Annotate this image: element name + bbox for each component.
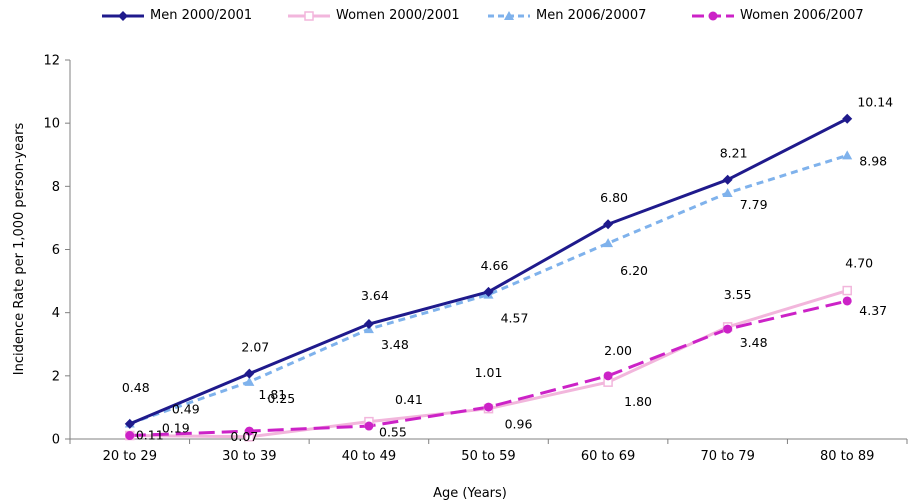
data-point-marker: [842, 296, 852, 306]
series-line: [129, 289, 848, 439]
data-point-marker: [842, 150, 853, 160]
data-label: 4.57: [501, 311, 529, 326]
chart-axes: 0 2 4 6 8 10 12 20 to 29 30 to 39 40 to 49 50 to 5…: [43, 54, 908, 464]
data-label: 0.48: [122, 380, 150, 395]
legend-swatch-women-2006: [692, 11, 734, 20]
y-tick-label: 2: [52, 369, 60, 384]
x-tick-label: 60 to 69: [581, 449, 635, 464]
data-point-marker: [842, 113, 853, 124]
data-point-marker: [603, 371, 613, 381]
data-label: 2.07: [241, 340, 269, 355]
data-label: 0.96: [505, 417, 533, 432]
data-label: 4.66: [481, 258, 509, 273]
legend-swatch-men-2000: [102, 10, 144, 21]
data-point-marker: [364, 421, 374, 431]
x-tick-label: 30 to 39: [222, 449, 276, 464]
data-point-marker: [244, 368, 255, 379]
data-label: 10.14: [857, 95, 893, 110]
series-lines: [129, 117, 848, 439]
data-label: 6.20: [620, 263, 648, 278]
data-point-marker: [723, 324, 733, 334]
data-label: 1.81: [258, 387, 286, 402]
x-tick-label: 40 to 49: [342, 449, 396, 464]
x-tick-label: 70 to 79: [700, 449, 754, 464]
x-axis-title: Age (Years): [433, 486, 507, 501]
legend-item-men-2006: Men 2006/20007: [486, 8, 646, 23]
data-label: 0.49: [172, 402, 200, 417]
legend-label-women-2006: Women 2006/2007: [740, 8, 864, 23]
data-label: 0.41: [395, 392, 423, 407]
data-label: 4.70: [845, 256, 873, 271]
data-point-marker: [603, 219, 614, 230]
data-label: 0.55: [379, 425, 407, 440]
data-point-marker: [125, 431, 135, 441]
data-point-marker: [603, 238, 614, 248]
data-point-marker: [484, 402, 493, 412]
y-tick-label: 4: [52, 306, 60, 321]
y-tick-label: 6: [52, 243, 60, 258]
data-label: 8.98: [859, 153, 887, 168]
legend-label-women-2000: Women 2000/2001: [336, 8, 460, 23]
data-point-marker: [842, 285, 852, 296]
data-point-marker: [722, 174, 733, 185]
data-point-marker: [244, 376, 255, 386]
data-label: 0.19: [162, 421, 190, 436]
y-axis-title: Incidence Rate per 1,000 person-years: [12, 123, 27, 376]
data-label: 1.80: [624, 394, 652, 409]
legend-label-men-2006: Men 2006/20007: [536, 8, 647, 23]
data-label: 2.00: [604, 343, 632, 358]
y-tick-label: 8: [52, 180, 60, 195]
x-tick-label: 80 to 89: [820, 449, 874, 464]
data-label: 4.37: [859, 303, 887, 318]
data-label: 0.25: [267, 391, 295, 406]
data-label: 3.55: [724, 287, 752, 302]
data-point-marker: [124, 418, 135, 429]
series-markers: [124, 113, 853, 442]
x-tick-label: 50 to 59: [461, 449, 515, 464]
legend-item-men-2000: Men 2000/2001: [100, 8, 252, 23]
data-point-marker: [722, 187, 733, 197]
data-label: 0.07: [230, 429, 258, 444]
chart-legend: Men 2000/2001 Women 2000/2001 Men 2006/2…: [0, 8, 909, 28]
data-point-marker: [483, 286, 494, 297]
y-tick-label: 0: [52, 433, 60, 448]
y-tick-label: 12: [43, 54, 60, 69]
legend-swatch-women-2000: [288, 10, 330, 21]
data-label: 3.48: [740, 335, 768, 350]
data-label: 3.48: [381, 337, 409, 352]
x-tick-label: 20 to 29: [103, 449, 157, 464]
data-point-marker: [244, 426, 254, 436]
data-label: 8.21: [720, 146, 748, 161]
legend-item-women-2006: Women 2006/2007: [690, 8, 864, 23]
legend-item-women-2000: Women 2000/2001: [286, 8, 460, 23]
legend-label-men-2000: Men 2000/2001: [150, 8, 253, 23]
legend-swatch-men-2006: [488, 10, 530, 20]
y-tick-label: 10: [43, 117, 60, 132]
data-label: 3.64: [361, 288, 389, 303]
data-label: 1.01: [475, 365, 503, 380]
data-label: 7.79: [740, 197, 768, 212]
data-point-marker: [363, 319, 374, 330]
data-label: 6.80: [600, 190, 628, 205]
data-labels: 0.48 2.07 3.64 4.66 6.80 8.21 10.14 0.11 0.07 0.5…: [122, 95, 893, 444]
data-label: 0.11: [136, 428, 164, 443]
